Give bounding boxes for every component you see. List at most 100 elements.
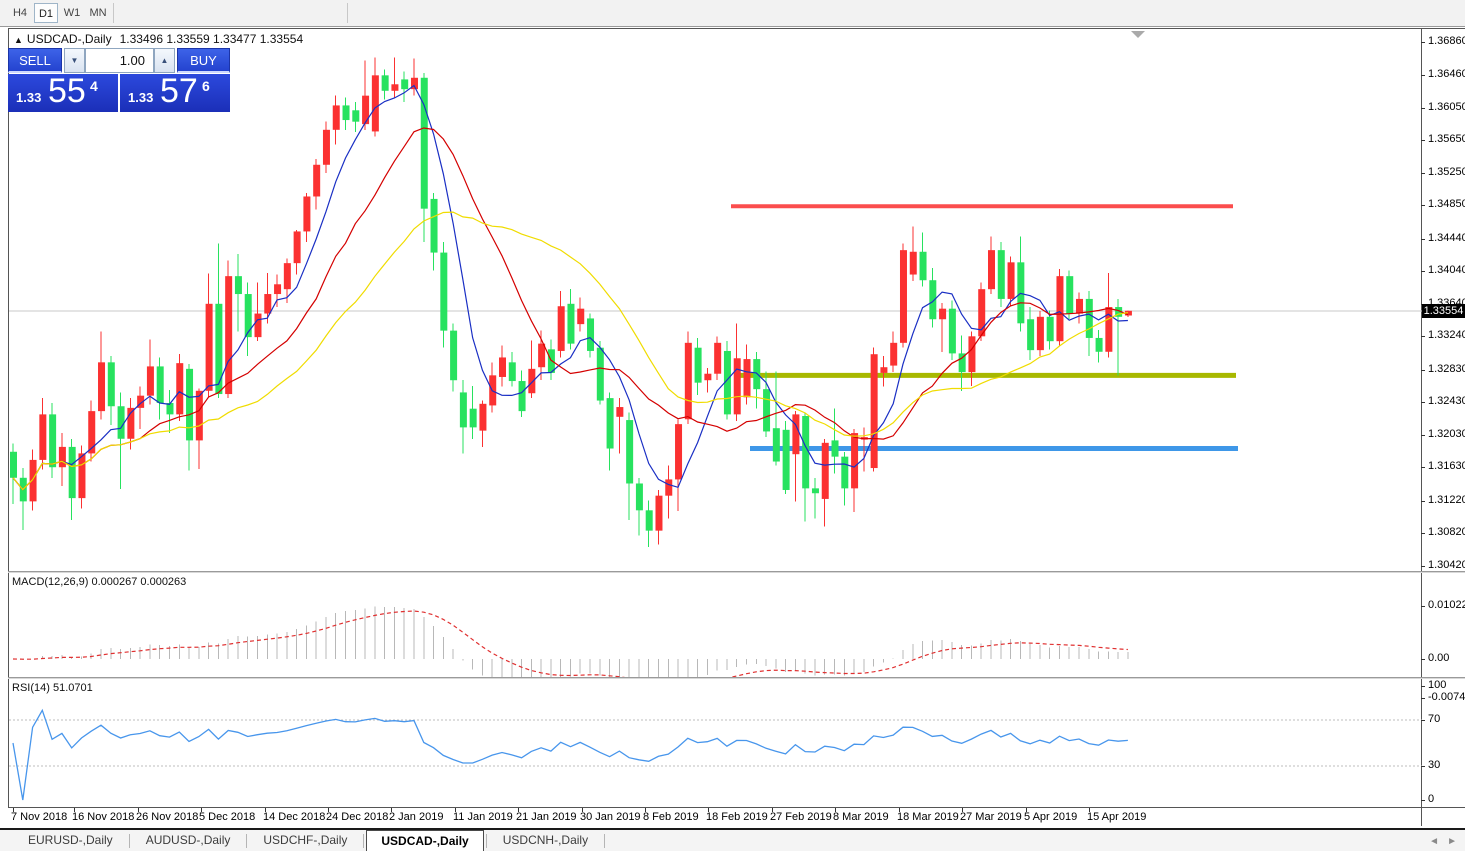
price-chart-canvas[interactable] <box>9 29 1422 571</box>
chart-shift-marker-icon[interactable] <box>1131 31 1145 38</box>
one-click-trading-panel: SELL ▼ 1.00 ▲ BUY 1.33 55 4 1.33 57 6 <box>8 48 230 112</box>
buy-price-button[interactable]: 1.33 57 6 <box>120 74 230 112</box>
candle-body <box>890 342 898 366</box>
candle-body <box>635 483 643 511</box>
rsi-panel-canvas[interactable] <box>9 679 1422 807</box>
candle-body <box>909 251 917 275</box>
candle-body <box>117 406 125 439</box>
timeframe-button-w1[interactable]: W1 <box>63 7 81 19</box>
candle-body <box>293 231 301 264</box>
candle-body <box>694 347 702 383</box>
buy-button[interactable]: BUY <box>177 48 230 73</box>
timeframe-button-d1[interactable]: D1 <box>34 3 58 23</box>
price-axis-label: 1.32830 <box>1428 363 1465 375</box>
mid-ma-line <box>12 127 1129 491</box>
candle-body <box>499 357 506 377</box>
candle-body <box>655 495 663 531</box>
macd-panel-canvas[interactable] <box>9 573 1422 677</box>
tab-scroll-right-icon[interactable]: ► <box>1447 836 1457 847</box>
candle-body <box>401 79 409 90</box>
date-label: 16 Nov 2018 <box>72 811 135 823</box>
candle-body <box>723 350 731 415</box>
time-axis-tick <box>1089 808 1090 812</box>
axis-tick <box>1421 173 1425 174</box>
axis-tick <box>1421 501 1425 502</box>
candle-body <box>782 429 790 490</box>
candle-body <box>1066 276 1074 314</box>
panel-splitter[interactable] <box>8 571 1465 573</box>
chart-top-border <box>8 28 1465 29</box>
date-label: 15 Apr 2019 <box>1087 811 1147 823</box>
date-label: 27 Feb 2019 <box>770 811 832 823</box>
candle-body <box>988 250 995 290</box>
candle-body <box>303 196 311 232</box>
sell-price-button[interactable]: 1.33 55 4 <box>8 74 118 112</box>
candle-body <box>870 354 878 469</box>
chart-left-border <box>8 28 9 826</box>
macd-signal-line <box>12 610 1128 677</box>
axis-tick <box>1421 370 1425 371</box>
candle-body <box>322 129 330 165</box>
date-label: 8 Mar 2019 <box>833 811 889 823</box>
chart-tab-audusd[interactable]: AUDUSD-,Daily <box>145 833 231 847</box>
axis-tick <box>1421 686 1425 687</box>
axis-tick <box>1421 75 1425 76</box>
axis-tick <box>1421 698 1425 699</box>
axis-tick <box>1421 766 1425 767</box>
volume-decrease-button[interactable]: ▼ <box>64 48 85 73</box>
candle-body <box>1105 307 1113 352</box>
candle-body <box>1085 298 1093 338</box>
candle-body <box>645 510 653 531</box>
candle-body <box>254 313 262 338</box>
candle-body <box>274 284 282 295</box>
time-axis-tick <box>708 808 709 812</box>
time-axis-tick <box>1026 808 1027 812</box>
candle-body <box>704 373 712 381</box>
chart-tab-usdcad[interactable]: USDCAD-,Daily <box>366 830 484 851</box>
buy-price-prefix: 1.33 <box>128 90 154 105</box>
candle-body <box>518 381 526 412</box>
candle-body <box>371 75 379 132</box>
axis-tick <box>1421 467 1425 468</box>
candle-body <box>841 456 849 489</box>
candle-body <box>78 453 86 499</box>
volume-increase-button[interactable]: ▲ <box>154 48 175 73</box>
volume-input[interactable]: 1.00 <box>85 48 154 73</box>
axis-tick <box>1421 205 1425 206</box>
buy-price-pip: 6 <box>202 78 210 94</box>
time-axis-tick <box>582 808 583 812</box>
price-axis-label: 1.36860 <box>1428 35 1465 47</box>
candle-body <box>420 77 428 209</box>
candle-body <box>186 368 194 441</box>
panel-splitter[interactable] <box>8 677 1465 679</box>
candle-body <box>381 75 389 91</box>
timeframe-button-h4[interactable]: H4 <box>12 7 28 19</box>
candle-body <box>176 363 184 415</box>
rsi-line <box>12 708 1128 801</box>
candle-body <box>10 451 17 478</box>
candle-body <box>811 488 819 494</box>
date-label: 5 Apr 2019 <box>1024 811 1078 823</box>
date-label: 30 Jan 2019 <box>580 811 641 823</box>
price-axis-label: 1.32030 <box>1428 428 1465 440</box>
candle-body <box>577 308 585 325</box>
candle-body <box>146 366 154 396</box>
candle-body <box>1017 262 1025 324</box>
time-axis[interactable]: 7 Nov 2018 16 Nov 2018 26 Nov 2018 5 Dec 20… <box>8 808 1421 826</box>
sell-button[interactable]: SELL <box>8 48 62 73</box>
sell-price-pip: 4 <box>90 78 98 94</box>
toolbar-separator <box>347 3 348 23</box>
tab-separator <box>246 833 248 848</box>
candle-body <box>528 368 536 394</box>
tab-scroll-left-icon[interactable]: ◄ <box>1429 836 1439 847</box>
price-axis-label: 1.30820 <box>1428 526 1465 538</box>
candle-body <box>675 424 683 480</box>
timeframe-toolbar: H4 D1 W1 MN <box>0 0 1465 27</box>
timeframe-button-mn[interactable]: MN <box>89 7 107 19</box>
macd-axis-label: 0.00 <box>1428 652 1450 664</box>
price-axis-label: 1.30420 <box>1428 559 1465 571</box>
chart-tab-usdchf[interactable]: USDCHF-,Daily <box>263 833 348 847</box>
chart-tab-usdcnh[interactable]: USDCNH-,Daily <box>502 833 589 847</box>
price-axis[interactable]: 1.36860 1.36460 1.36050 1.35650 1.35250 1.348… <box>1421 29 1465 571</box>
chart-tab-eurusd[interactable]: EURUSD-,Daily <box>28 833 113 847</box>
